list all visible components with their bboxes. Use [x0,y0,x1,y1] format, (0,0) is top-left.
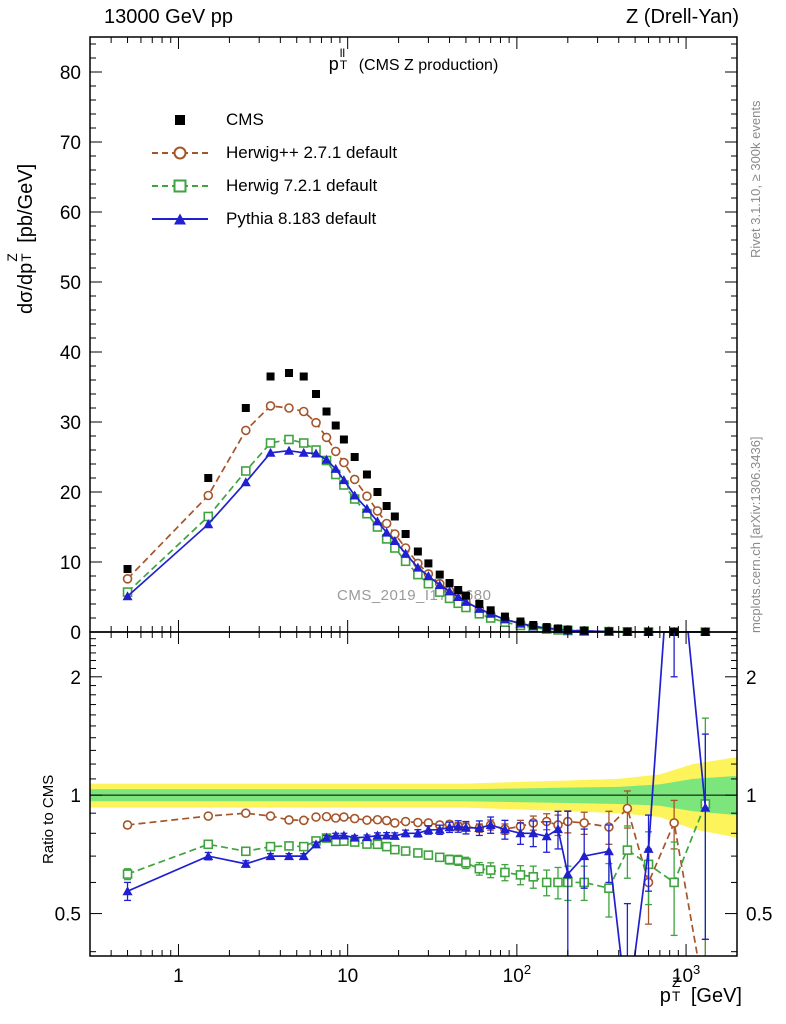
xlabel-base: p [659,985,671,1007]
svg-text:10: 10 [60,553,81,574]
title-rest: (CMS Z production) [358,57,499,74]
legend-label-herwigpp: Herwig++ 2.7.1 default [226,142,398,162]
svg-text:2: 2 [746,668,757,689]
ylabel-unit: [pb/GeV] [15,163,37,243]
legend-item-herwig7: Herwig 7.2.1 default [150,169,397,202]
svg-text:60: 60 [60,203,81,224]
svg-text:0: 0 [70,623,81,644]
herwig7-marker-icon [150,169,210,202]
rivet-version-label: Rivet 3.1.10, ≥ 300k events [748,100,763,258]
main-series-cms [123,369,710,636]
legend-item-pythia: Pythia 8.183 default [150,202,397,235]
svg-text:1: 1 [173,966,184,987]
ratio-panel-frame [89,631,738,957]
svg-text:70: 70 [60,133,81,154]
title-base: p [328,54,339,74]
herwigpp-marker-icon [150,136,210,169]
ratio-series-herwig7 [122,717,711,956]
ratio-series-pythia [122,632,711,956]
title-subsup: ll T [339,45,348,73]
svg-text:40: 40 [60,343,81,364]
svg-text:80: 80 [60,63,81,84]
legend-item-cms: CMS [150,103,397,136]
main-series-herwig7 [122,434,711,636]
svg-text:0.5: 0.5 [746,905,772,926]
pythia-marker-icon [150,202,210,235]
main-y-axis-label: dσ/dp Z T [pb/GeV] [4,163,38,314]
svg-text:20: 20 [60,483,81,504]
legend-label-pythia: Pythia 8.183 default [226,208,377,228]
beam-energy-label: 13000 GeV pp [104,6,233,28]
svg-text:30: 30 [60,413,81,434]
legend: CMS Herwig++ 2.7.1 default Herwig 7.2.1 … [150,103,397,235]
mcplots-credit-label: mcplots.cern.ch [arXiv:1306.3436] [748,436,763,633]
legend-label-cms: CMS [226,109,264,129]
axis-ticks [89,37,738,956]
svg-text:10: 10 [337,966,358,987]
svg-text:1: 1 [746,786,757,807]
process-label: Z (Drell-Yan) [626,6,739,28]
ratio-y-axis-label: Ratio to CMS [40,774,57,864]
ratio-series-herwigpp [122,790,709,956]
xlabel-unit: [GeV] [690,985,742,1007]
svg-text:102: 102 [503,962,531,987]
ylabel-prefix: dσ/dp [15,262,37,314]
legend-label-herwig7: Herwig 7.2.1 default [226,175,378,195]
plot-title: p ll T (CMS Z production) [90,45,737,75]
svg-text:2: 2 [70,668,81,689]
svg-text:1: 1 [70,786,81,807]
svg-text:0.5: 0.5 [55,905,81,926]
svg-text:50: 50 [60,273,81,294]
legend-item-herwigpp: Herwig++ 2.7.1 default [150,136,397,169]
cms-marker-icon [150,103,210,136]
